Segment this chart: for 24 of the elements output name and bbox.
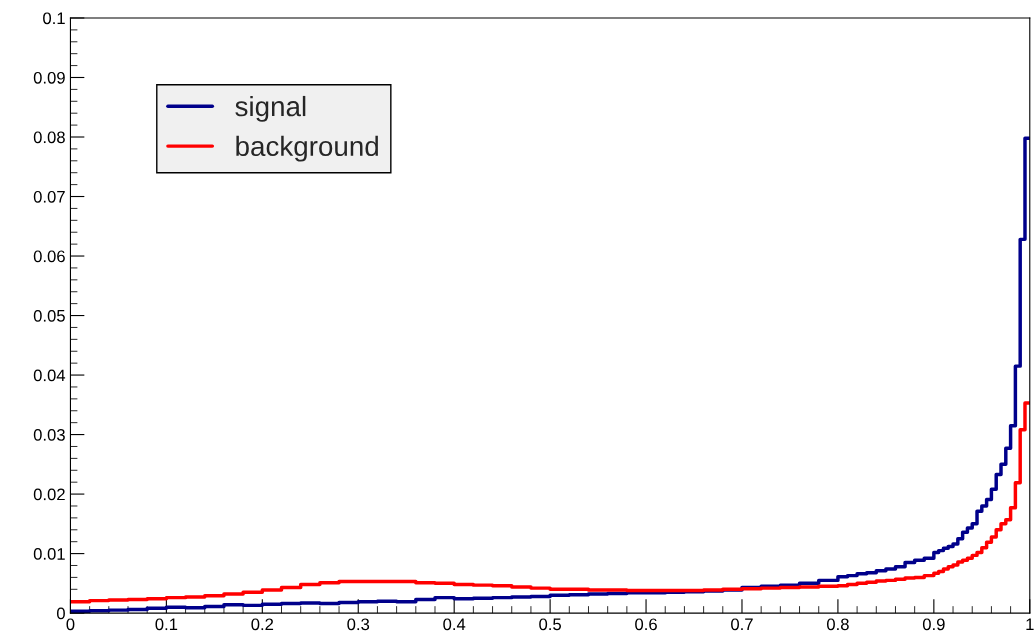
y-tick-label: 0.06 [33, 250, 65, 263]
x-tick-label: 0 [66, 618, 75, 631]
y-tick-label: 0.08 [33, 131, 65, 144]
x-tick-label: 0.7 [731, 618, 753, 631]
x-tick-label: 0.8 [826, 618, 849, 631]
y-tick-label: 0.1 [43, 12, 65, 25]
x-tick-label: 1 [1026, 618, 1034, 631]
x-tick-label: 0.2 [251, 618, 274, 631]
y-tick-label: 0.07 [33, 190, 65, 203]
y-tick-label: 0 [56, 607, 65, 620]
x-tick-label: 0.5 [539, 618, 561, 631]
x-tick-label: 0.3 [347, 618, 370, 631]
y-tick-label: 0.05 [33, 309, 65, 322]
y-tick-label: 0.09 [33, 71, 65, 84]
legend-label: signal [235, 95, 306, 122]
y-tick-label: 0.02 [33, 488, 65, 501]
y-tick-label: 0.03 [33, 428, 65, 441]
legend-label: background [236, 135, 378, 162]
y-tick-label: 0.01 [33, 548, 65, 560]
y-tick-label: 0.04 [33, 369, 66, 382]
x-tick-label: 0.9 [922, 618, 945, 631]
x-tick-label: 0.1 [155, 618, 178, 631]
x-tick-label: 0.4 [443, 618, 466, 631]
x-tick-label: 0.6 [635, 618, 657, 631]
